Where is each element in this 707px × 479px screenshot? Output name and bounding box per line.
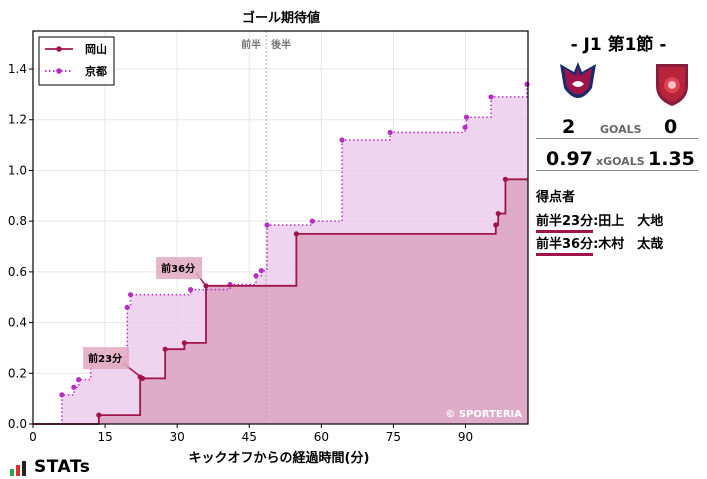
match-title: - J1 第1節 -: [570, 35, 667, 55]
series-lines: [33, 81, 530, 425]
y-tick-label: 1.2: [8, 113, 27, 127]
y-tick-label: 0.0: [8, 417, 27, 431]
away-xg: 1.35: [648, 148, 695, 170]
x-tick-label: 90: [458, 430, 473, 444]
xg-chart: ゴール期待値 前半 後半 前23分 前36分 0 15 30 45 60 75 90 0.0 0.2…: [8, 10, 530, 466]
y-tick-label: 1.0: [8, 163, 27, 177]
brand-logo: STATs: [10, 456, 90, 476]
y-tick-label: 0.8: [8, 214, 27, 228]
scorer-time: 前半36分: [536, 237, 594, 256]
annotation-box: [83, 347, 130, 370]
match-panel: - J1 第1節 - 2 GOALS 0 0.97 xGOALS 1.35 得点…: [530, 0, 707, 479]
x-tick-label: 75: [386, 430, 401, 444]
shot-point: [309, 218, 315, 224]
away-team-logo: [656, 64, 688, 106]
area-fills: [33, 84, 528, 424]
scorer-name: :木村 太哉: [593, 237, 664, 252]
series-line-home: [33, 178, 528, 425]
home-xg: 0.97: [546, 148, 593, 170]
y-tick-label: 0.4: [8, 316, 27, 330]
legend-box: [38, 36, 115, 86]
watermark: © SPORTERIA: [445, 409, 522, 420]
first-half-label: 前半: [241, 38, 261, 51]
shot-point: [495, 210, 501, 217]
goal-annotations: 前23分 前36分: [83, 257, 207, 379]
goals-label: GOALS: [600, 123, 642, 136]
scorer-row: 前半36分:木村 太哉: [536, 233, 664, 256]
second-half-label: 後半: [271, 38, 291, 51]
scorer-row: 前半23分:田上 大地: [536, 210, 664, 233]
chart-title: ゴール期待値: [242, 10, 320, 26]
shot-point: [76, 377, 82, 383]
x-tick-label: 60: [314, 430, 329, 444]
annotation-box: [156, 257, 203, 280]
shot-point: [181, 340, 187, 346]
x-tick-label: 0: [29, 430, 37, 444]
x-tick-label: 30: [170, 430, 185, 444]
legend-swatch-marker: [56, 46, 62, 52]
plot-frame: [32, 30, 529, 425]
scorer-time: 前半23分: [536, 214, 594, 233]
xgoals-label: xGOALS: [596, 155, 645, 168]
shot-point: [524, 81, 530, 87]
half-time-line: 前半 後半: [241, 31, 291, 424]
legend-label: 京都: [85, 64, 107, 78]
divider: [536, 138, 698, 139]
axes: 0 15 30 45 60 75 90 0.0 0.2 0.4 0.6 0.8 1.0 1.2 1.4: [8, 30, 529, 444]
away-goals: 0: [664, 116, 678, 138]
annotation-label: 前36分: [161, 262, 195, 275]
shot-point: [264, 222, 270, 228]
shot-point: [188, 287, 194, 293]
shot-point: [96, 412, 102, 418]
shot-point: [488, 94, 494, 100]
y-tick-label: 0.6: [8, 265, 27, 279]
shot-point: [387, 129, 393, 136]
annotation-label: 前23分: [88, 352, 122, 365]
shot-point: [293, 231, 299, 237]
shot-point: [339, 137, 345, 143]
shot-point: [127, 292, 134, 298]
y-tick-label: 1.4: [8, 62, 27, 76]
shot-point: [493, 222, 499, 228]
shot-point: [502, 176, 509, 182]
x-tick-label: 15: [97, 430, 112, 444]
legend-label: 岡山: [85, 42, 107, 56]
shot-point: [462, 124, 468, 130]
area-fill-home: [33, 179, 528, 424]
shot-point: [253, 273, 259, 279]
scorers-title: 得点者: [536, 190, 576, 205]
home-team-logo: [560, 62, 596, 98]
x-axis-label: キックオフからの経過時間(分): [189, 450, 370, 466]
divider: [536, 170, 698, 171]
scorer-name: :田上 大地: [593, 214, 664, 229]
y-tick-label: 0.2: [8, 366, 27, 380]
shot-point: [71, 384, 77, 390]
legend-swatch-marker: [56, 68, 62, 74]
shot-point: [258, 268, 264, 274]
shot-point: [124, 304, 130, 310]
home-goals: 2: [562, 116, 576, 138]
brand-name: STATs: [34, 457, 91, 477]
shot-point: [59, 392, 65, 398]
shot-point: [162, 346, 168, 352]
shot-point: [463, 114, 470, 120]
x-tick-label: 45: [242, 430, 257, 444]
